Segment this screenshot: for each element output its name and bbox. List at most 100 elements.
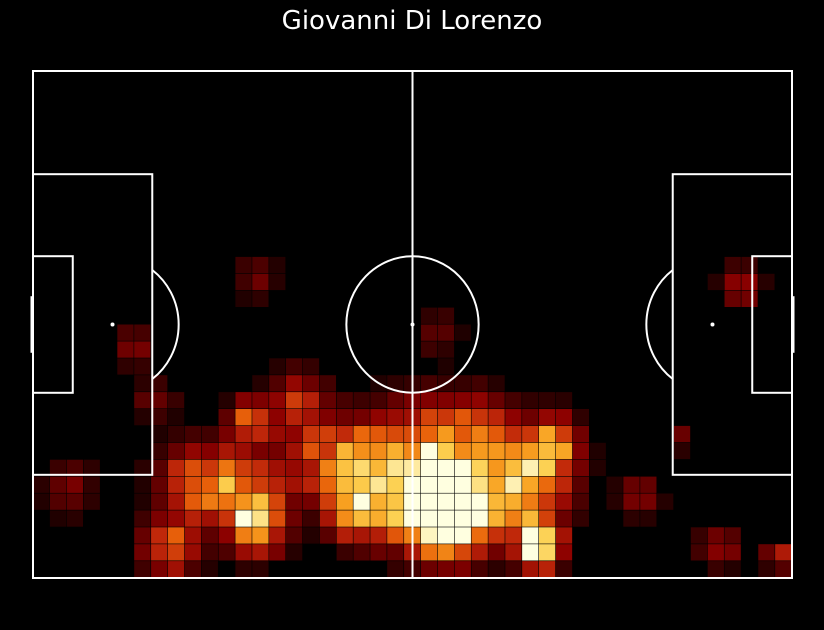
right-goal xyxy=(791,296,795,353)
heatmap-cell xyxy=(134,341,151,358)
heatmap-cell xyxy=(454,476,471,493)
heatmap-cell xyxy=(302,409,320,426)
heatmap-cell xyxy=(336,459,353,476)
heatmap-cell xyxy=(437,392,455,409)
heatmap-cell xyxy=(522,459,539,476)
heatmap-cell xyxy=(235,392,252,409)
heatmap-cell xyxy=(758,544,775,561)
heatmap-cell xyxy=(387,442,404,460)
heatmap-cell xyxy=(302,459,320,476)
heatmap-cell xyxy=(420,409,438,426)
heatmap-cell xyxy=(522,510,539,527)
heatmap-cell xyxy=(33,476,50,493)
heatmap-cell xyxy=(235,561,252,578)
heatmap-cell xyxy=(269,273,286,291)
heatmap-cell xyxy=(505,392,522,409)
heatmap-cell xyxy=(235,290,252,307)
heatmap-cell xyxy=(319,442,336,460)
heatmap-cell xyxy=(167,409,185,426)
heatmap-cell xyxy=(134,544,151,561)
heatmap-cell xyxy=(589,459,606,476)
heatmap-cell xyxy=(269,442,286,460)
heatmap-cell xyxy=(471,493,488,510)
heatmap-cell xyxy=(572,409,589,426)
heatmap-cell xyxy=(522,476,539,493)
heatmap-cell xyxy=(437,425,455,443)
heatmap-cell xyxy=(269,375,286,392)
heatmap-cell xyxy=(488,510,505,527)
heatmap-cell xyxy=(555,425,573,443)
heatmap-cell xyxy=(505,476,522,493)
heatmap-cell xyxy=(319,527,336,544)
heatmap-cell xyxy=(471,527,488,544)
heatmap-cell xyxy=(336,544,353,561)
heatmap-cell xyxy=(302,425,320,443)
heatmap-cell xyxy=(420,341,438,358)
heatmap-cell xyxy=(235,459,252,476)
heatmap-cell xyxy=(201,510,218,527)
heatmap-cell xyxy=(505,561,522,578)
heatmap-cell xyxy=(269,392,286,409)
heatmap-cell xyxy=(437,341,455,358)
heatmap-cell xyxy=(437,358,455,375)
heatmap-cell xyxy=(623,493,640,510)
heatmap-cell xyxy=(302,392,320,409)
heatmap-cell xyxy=(539,409,556,426)
heatmap-cell xyxy=(134,392,151,409)
heatmap-cell xyxy=(201,425,218,443)
heatmap-cell xyxy=(505,510,522,527)
heatmap-cell xyxy=(539,527,556,544)
heatmap-cell xyxy=(437,493,455,510)
heatmap-cell xyxy=(522,527,539,544)
heatmap-cell xyxy=(252,561,269,578)
heatmap-cell xyxy=(353,409,370,426)
heatmap-cell xyxy=(572,459,589,476)
heatmap-cell xyxy=(269,459,286,476)
heatmap-cell xyxy=(640,510,657,527)
heatmap-cell xyxy=(151,510,168,527)
heatmap-cell xyxy=(235,273,252,291)
heatmap-cell xyxy=(437,442,455,460)
heatmap-cell xyxy=(302,527,320,544)
heatmap-cell xyxy=(319,476,336,493)
heatmap-cell xyxy=(336,476,353,493)
heatmap-cell xyxy=(471,459,488,476)
heatmap-cell xyxy=(201,476,218,493)
heatmap-cell xyxy=(235,527,252,544)
heatmap-cell xyxy=(387,409,404,426)
heatmap-cell xyxy=(420,442,438,460)
heatmap-cell xyxy=(488,493,505,510)
heatmap-cell xyxy=(741,273,758,291)
heatmap-cell xyxy=(724,544,741,561)
heatmap-cell xyxy=(117,341,134,358)
heatmap-cell xyxy=(235,493,252,510)
heatmap-cell xyxy=(235,442,252,460)
heatmap-cell xyxy=(167,425,185,443)
heatmap-cell xyxy=(589,442,606,460)
heatmap-cell xyxy=(151,442,168,460)
heatmap-cell xyxy=(420,392,438,409)
heatmap-cell xyxy=(555,392,573,409)
heatmap-cell xyxy=(353,493,370,510)
heatmap-cell xyxy=(539,392,556,409)
pitch-markings xyxy=(30,70,795,579)
heatmap-cell xyxy=(370,493,387,510)
heatmap-cell xyxy=(269,409,286,426)
heatmap-cell xyxy=(420,425,438,443)
heatmap-cell xyxy=(673,425,691,443)
heatmap-cell xyxy=(286,527,303,544)
heatmap-cell xyxy=(539,510,556,527)
heatmap-cell xyxy=(454,527,471,544)
heatmap-cell xyxy=(184,510,202,527)
heatmap-cell xyxy=(336,493,353,510)
heatmap-cell xyxy=(454,375,471,392)
heatmap-cell xyxy=(505,459,522,476)
heatmap-cell xyxy=(286,409,303,426)
heatmap-cell xyxy=(420,544,438,561)
heatmap-cell xyxy=(420,527,438,544)
heatmap-cell xyxy=(690,527,708,544)
heatmap-cell xyxy=(302,375,320,392)
heatmap-cell xyxy=(184,493,202,510)
heatmap-cell xyxy=(286,392,303,409)
heatmap-cell xyxy=(218,510,235,527)
